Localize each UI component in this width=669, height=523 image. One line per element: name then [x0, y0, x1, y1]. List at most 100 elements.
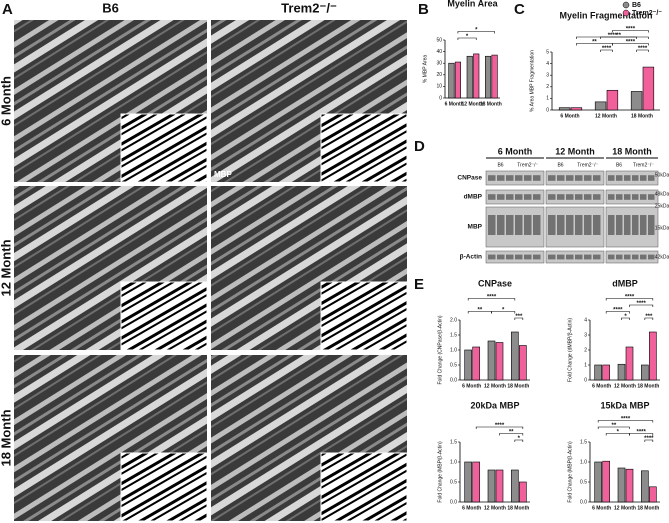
band — [506, 194, 514, 200]
y-tick-label: 0.5 — [450, 362, 457, 368]
x-tick-label: 6 Month — [462, 505, 481, 511]
lane-label: B6 — [497, 162, 503, 168]
significance-label: ** — [477, 308, 482, 314]
significance-bracket — [644, 317, 654, 320]
band — [593, 215, 601, 235]
stain-label: MBP — [214, 170, 232, 179]
x-tick-label: 6 Month — [592, 383, 611, 389]
band — [648, 254, 655, 260]
x-tick-label: 12 Month — [614, 505, 636, 511]
y-tick-label: 10 — [436, 84, 442, 90]
blot-group: 6 Month — [498, 146, 533, 156]
significance-bracket — [605, 298, 654, 301]
y-tick-label: 30 — [436, 61, 442, 67]
significance-bracket — [457, 37, 477, 40]
column-label: Trem2⁻/⁻ — [281, 0, 337, 15]
significance-bracket — [514, 439, 524, 442]
band — [632, 194, 639, 200]
band — [640, 215, 647, 235]
bar — [487, 469, 496, 503]
y-axis-label: % MBP Area — [422, 55, 428, 83]
band — [524, 254, 532, 260]
y-tick-label: 3 — [584, 332, 587, 338]
band — [524, 215, 532, 235]
protein-label: MBP — [468, 224, 483, 231]
significance-bracket — [605, 311, 630, 314]
significance-label: **** — [638, 46, 648, 52]
band — [488, 215, 496, 235]
significance-label: **** — [613, 308, 623, 314]
band — [648, 194, 655, 200]
protein-label: dMBP — [464, 194, 483, 201]
bar — [495, 342, 504, 381]
band — [616, 215, 623, 235]
lane-label: B6 — [557, 162, 563, 168]
chart-title: Myelin Area — [447, 0, 498, 8]
band — [566, 215, 574, 235]
legend-label: Trem2⁻/⁻ — [632, 10, 662, 17]
y-tick-label: 4 — [546, 61, 549, 67]
significance-bracket — [514, 317, 524, 320]
row-label: 12 Month — [0, 239, 13, 296]
size-label: 42kDa — [655, 254, 669, 260]
significance-bracket — [612, 30, 649, 33]
bar — [625, 468, 634, 503]
binary-inset — [320, 452, 408, 522]
size-label: 15kDa — [655, 225, 669, 231]
band — [566, 254, 574, 260]
band — [640, 194, 647, 200]
bar — [495, 469, 504, 503]
significance-bracket — [629, 433, 654, 436]
significance-label: * — [617, 430, 620, 436]
x-tick-label: 12 Month — [484, 505, 506, 511]
y-tick-label: 0.0 — [450, 377, 457, 383]
band — [497, 254, 505, 260]
x-tick-label: 18 Month — [507, 505, 529, 511]
y-axis-label: Fold Change (dMBP/β-Actin) — [567, 318, 573, 382]
band — [488, 254, 496, 260]
band — [548, 215, 556, 235]
binary-inset — [120, 113, 208, 183]
significance-bracket — [644, 439, 654, 442]
significance-bracket — [597, 420, 654, 423]
column-label: B6 — [102, 0, 119, 15]
y-tick-label: 1.5 — [450, 332, 457, 338]
binary-inset — [320, 281, 408, 351]
bar — [472, 461, 480, 503]
y-tick-label: 20 — [436, 72, 442, 78]
band — [557, 254, 565, 260]
significance-label: * — [518, 436, 521, 442]
band — [593, 254, 601, 260]
band — [548, 254, 556, 260]
panel-label: E — [414, 276, 424, 293]
bar — [454, 61, 461, 99]
bar — [617, 363, 626, 381]
bar — [602, 460, 610, 503]
significance-bracket — [600, 49, 613, 52]
significance-bracket — [629, 304, 654, 307]
band — [624, 175, 631, 181]
band — [506, 254, 514, 260]
band — [506, 215, 514, 235]
legend-marker — [622, 1, 630, 9]
band — [648, 175, 655, 181]
y-tick-label: 0.5 — [450, 479, 457, 485]
significance-bracket — [600, 36, 637, 39]
bar — [491, 54, 498, 99]
significance-label: **** — [626, 40, 636, 46]
size-label: 50kDa — [655, 172, 669, 178]
band — [557, 215, 565, 235]
band — [548, 175, 556, 181]
band — [533, 194, 541, 200]
band — [524, 175, 532, 181]
band — [593, 175, 601, 181]
protein-label: β-Actin — [460, 254, 482, 261]
y-tick-label: 1.0 — [450, 347, 457, 353]
significance-label: **** — [487, 295, 497, 301]
bar — [594, 461, 602, 503]
band — [584, 175, 592, 181]
significance-label: **** — [626, 27, 636, 33]
x-tick-label: 18 Month — [507, 383, 529, 389]
significance-label: ** — [592, 40, 597, 46]
y-tick-label: 0 — [546, 107, 549, 113]
